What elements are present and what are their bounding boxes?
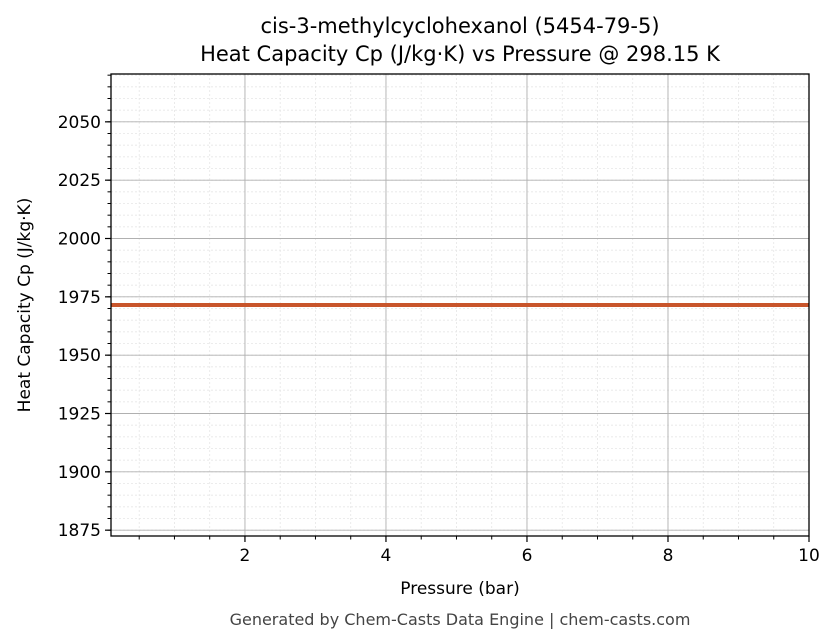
major-grid — [111, 74, 810, 536]
y-tick-label: 1925 — [58, 405, 101, 425]
chart-subtitle: Heat Capacity Cp (J/kg·K) vs Pressure @ … — [200, 42, 721, 66]
y-tick-label: 2000 — [58, 230, 101, 250]
tick-labels: 2 4 6 8 10 1875 1900 1925 1950 1975 2000 2025 2050 — [58, 113, 820, 566]
x-tick-label: 4 — [381, 546, 392, 566]
y-tick-label: 2050 — [58, 113, 101, 133]
y-axis-label: Heat Capacity Cp (J/kg·K) — [15, 198, 35, 413]
y-tick-label: 1875 — [58, 521, 101, 541]
x-tick-label: 8 — [663, 546, 674, 566]
y-tick-label: 2025 — [58, 171, 101, 191]
x-tick-label: 10 — [798, 546, 820, 566]
y-tick-label: 1950 — [58, 346, 101, 366]
axis-ticks — [105, 74, 810, 542]
x-axis-label: Pressure (bar) — [400, 579, 519, 599]
x-tick-label: 6 — [522, 546, 533, 566]
y-tick-label: 1900 — [58, 463, 101, 483]
footer-credit: Generated by Chem-Casts Data Engine | ch… — [230, 610, 691, 629]
chart-title: cis-3-methylcyclohexanol (5454-79-5) — [260, 14, 659, 38]
x-tick-label: 2 — [240, 546, 251, 566]
plot-frame — [110, 73, 810, 537]
y-tick-label: 1975 — [58, 288, 101, 308]
